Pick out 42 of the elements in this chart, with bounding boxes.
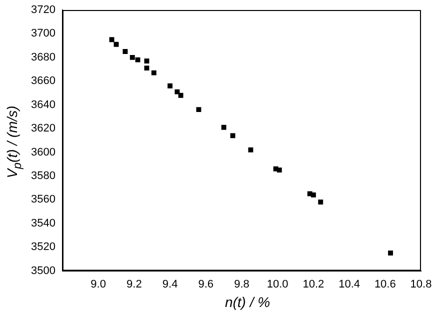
x-tick-label: 9.2 <box>126 278 142 290</box>
point <box>144 66 150 71</box>
y-tick-label: 3640 <box>30 98 56 111</box>
point <box>230 133 236 138</box>
y-tick-label: 3540 <box>30 217 56 230</box>
y-tick-label: 3720 <box>30 4 56 16</box>
point <box>388 250 393 256</box>
point <box>178 92 184 98</box>
point <box>130 54 135 60</box>
point <box>221 124 226 130</box>
y-tick-label: 3620 <box>30 122 56 135</box>
y-tick-label: 3700 <box>30 28 56 40</box>
point <box>168 83 173 88</box>
point <box>135 57 140 62</box>
x-tick-label: 9.0 <box>90 278 106 290</box>
x-tick-label: 10.8 <box>410 278 432 290</box>
y-tick-label: 3660 <box>30 75 56 88</box>
x-axis-title: n(t) / % <box>224 294 272 310</box>
point <box>196 107 202 112</box>
point <box>310 192 316 198</box>
x-tick-label: 9.4 <box>162 278 178 290</box>
point <box>318 200 324 205</box>
y-tick-label: 3580 <box>30 170 56 182</box>
x-tick-label: 10.0 <box>266 278 288 290</box>
y-tick-label: 3600 <box>30 146 56 158</box>
y-tick-label: 3680 <box>30 51 56 64</box>
x-tick-label: 10.2 <box>302 278 324 290</box>
y-tick-label: 3520 <box>30 241 56 254</box>
point <box>151 70 156 76</box>
y-tick-label: 3500 <box>30 264 56 277</box>
x-tick-label: 9.6 <box>198 278 214 290</box>
point <box>122 49 128 54</box>
point <box>248 147 254 152</box>
point <box>276 168 282 173</box>
y-tick-label: 3560 <box>30 194 56 206</box>
point <box>109 37 114 42</box>
x-tick-label: 10.4 <box>338 278 360 290</box>
point <box>174 89 180 94</box>
point <box>114 42 119 47</box>
x-tick-label: 10.6 <box>374 278 396 290</box>
point <box>144 58 150 64</box>
x-tick-label: 9.8 <box>234 278 250 290</box>
